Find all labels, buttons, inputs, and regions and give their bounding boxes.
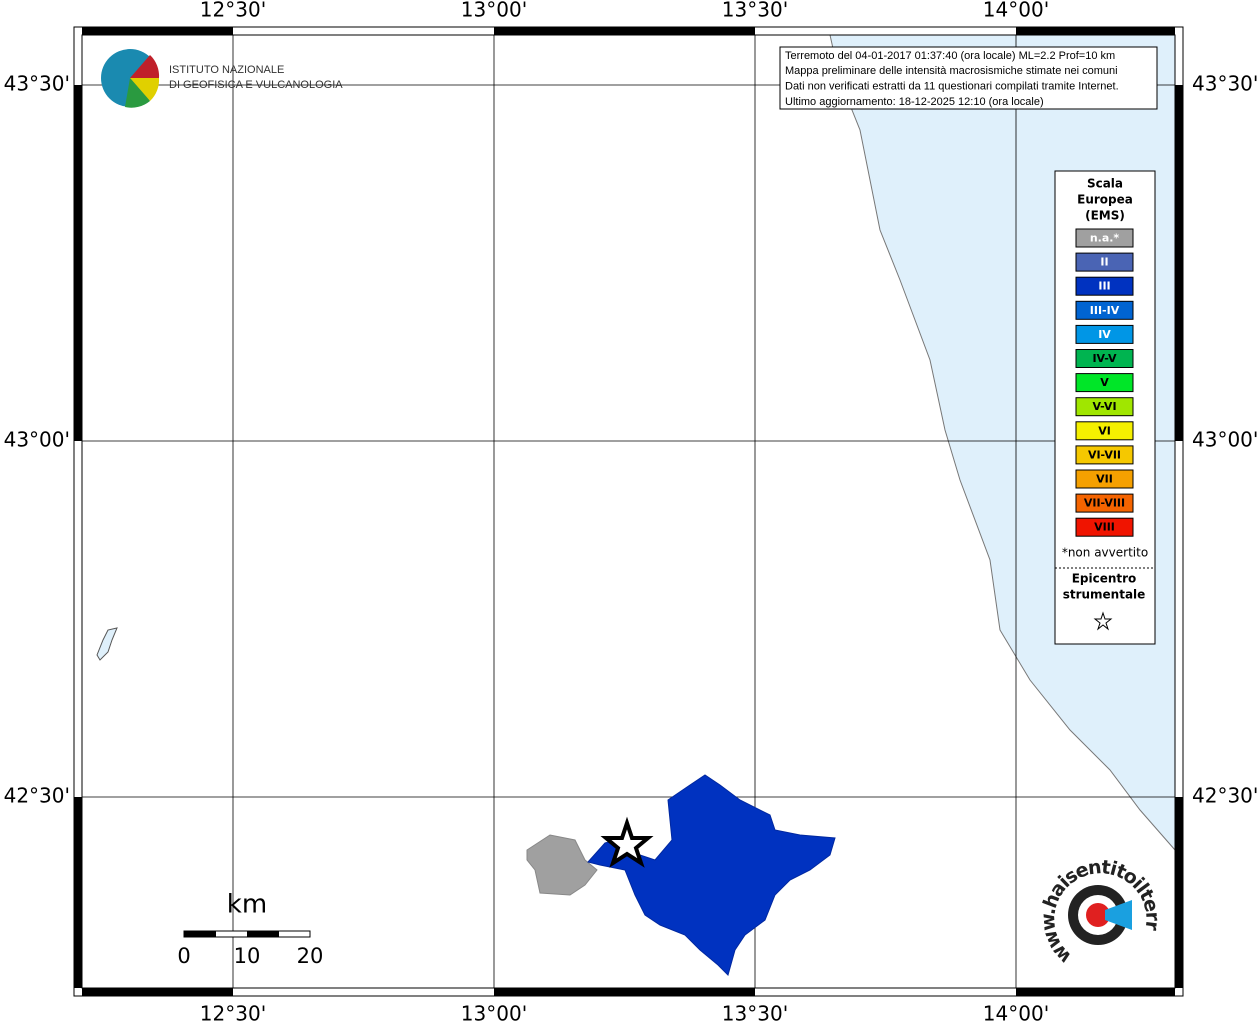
epicenter-star [600,816,654,868]
legend-swatch [1075,493,1134,513]
legend-note: *non avvertito [1062,546,1148,560]
legend-label: VI-VII [1088,448,1121,461]
legend-swatch [1075,373,1134,393]
legend-label: n.a.* [1090,232,1120,245]
lat-label: 43°30' [1192,72,1257,96]
legend-label: VII-VIII [1084,497,1125,510]
frame-segment [1175,85,1183,441]
legend-label: V [1100,376,1109,389]
frame-segment [74,85,82,441]
legend-label: VII [1096,473,1113,486]
lat-label: 43°00' [4,428,70,452]
info-box [779,46,1158,110]
legend-swatch [1075,252,1134,272]
legend-swatch [1075,445,1134,465]
scale-label: 0 [177,944,190,968]
frame-segment [1175,797,1183,988]
frame-segment [1016,988,1175,996]
legend-swatch [1075,421,1134,441]
frame-segment [82,988,233,996]
frame-segment [1016,27,1175,35]
legend-swatch [1075,228,1134,248]
scale-unit: km [227,890,267,920]
lat-label: 42°30' [1192,784,1257,808]
lon-label: 13°30' [722,0,788,22]
legend-label: II [1100,256,1108,269]
legend-label: III-IV [1090,304,1120,317]
lon-label: 12°30' [200,1002,266,1025]
legend-swatch [1075,300,1134,320]
legend-label: IV [1098,328,1111,341]
legend-swatch [1075,469,1134,489]
legend-epicenter: strumentale [1063,588,1146,602]
region-iii [587,774,836,976]
legend-swatch [1075,276,1134,296]
info-line: Mappa preliminare delle intensità macros… [785,65,1118,77]
frame-segment [74,797,82,988]
legend-epicenter: Epicentro [1072,572,1137,586]
logo-text: DI GEOFISICA E VULCANOLOGIA [169,79,343,91]
info-line: Terremoto del 04-01-2017 01:37:40 (ora l… [785,50,1115,62]
lat-label: 42°30' [4,784,70,808]
lon-label: 13°00' [461,0,527,22]
lon-label: 12°30' [200,0,266,22]
lon-label: 14°00' [983,1002,1049,1025]
frame-segment [494,27,755,35]
info-line: Ultimo aggiornamento: 18-12-2025 12:10 (… [785,96,1044,108]
legend-label: VI [1098,424,1111,437]
lon-label: 14°00' [983,0,1049,22]
legend-swatch [1075,397,1134,417]
logo-text: ISTITUTO NAZIONALE [169,64,284,76]
legend-label: VIII [1094,521,1115,534]
legend-title: (EMS) [1085,209,1125,223]
lat-label: 43°30' [4,72,70,96]
frame-segment [82,27,233,35]
legend-swatch [1075,349,1134,368]
scale-label: 20 [297,944,324,968]
legend-swatch [1075,324,1134,344]
lon-label: 13°30' [722,1002,788,1025]
frame-segment [494,988,755,996]
info-line: Dati non verificati estratti da 11 quest… [785,81,1119,93]
lake [96,627,118,661]
legend-title: Europea [1077,193,1133,207]
lon-label: 13°00' [461,1002,527,1025]
region-na [526,834,598,896]
scale-label: 10 [234,944,261,968]
lat-label: 43°00' [1192,428,1257,452]
legend-label: V-VI [1092,400,1116,413]
legend-swatch [1075,517,1134,537]
legend-title: Scala [1087,177,1123,191]
legend-star [1093,611,1113,631]
legend-label: IV-V [1092,352,1117,365]
legend-label: III [1098,280,1110,293]
